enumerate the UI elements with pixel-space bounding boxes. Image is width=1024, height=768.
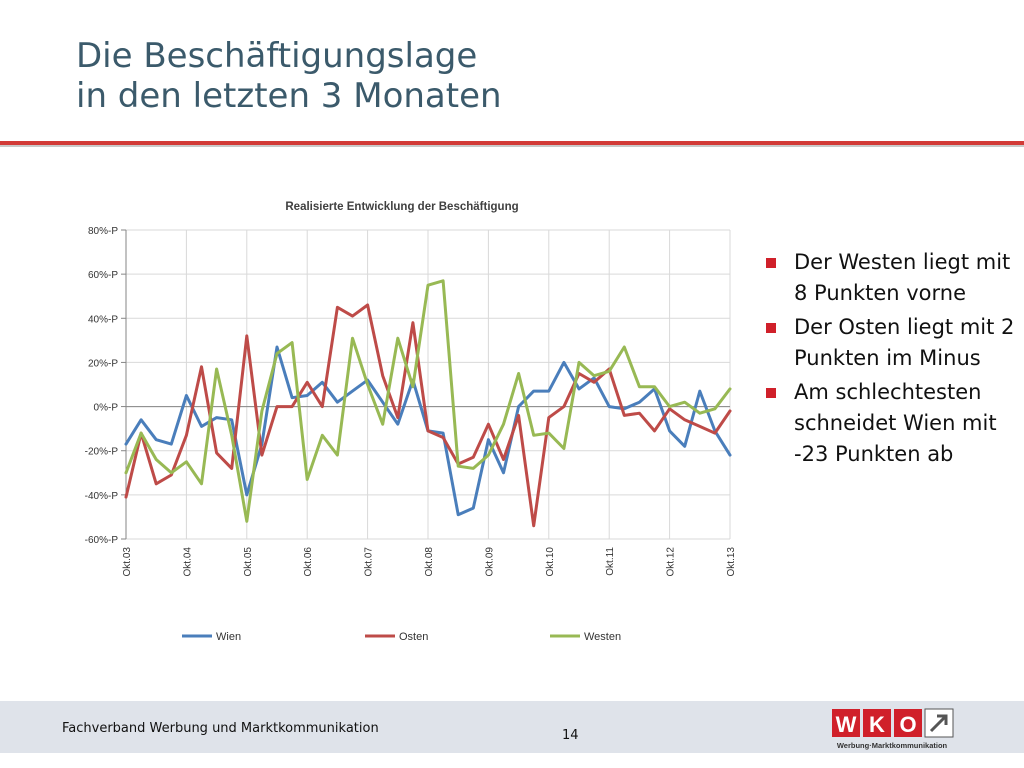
series-line-westen xyxy=(124,279,732,523)
bullet-square-icon xyxy=(766,258,776,268)
y-tick-label: 40%-P xyxy=(88,314,118,325)
legend-label: Osten xyxy=(399,631,428,643)
bullet-list: Der Westen liegt mit 8 Punkten vorne Der… xyxy=(766,247,1016,473)
y-tick-label: -40%-P xyxy=(85,491,119,502)
x-tick-label: Okt.03 xyxy=(122,547,133,577)
y-tick-label: -20%-P xyxy=(85,447,119,458)
logo-letter: O xyxy=(899,712,916,737)
bullet-item: Der Osten liegt mit 2 Punkten im Minus xyxy=(766,312,1016,374)
x-tick-label: Okt.06 xyxy=(303,547,314,577)
x-tick-label: Okt.12 xyxy=(666,547,677,577)
x-tick-label: Okt.04 xyxy=(182,547,193,577)
x-tick-label: Okt.10 xyxy=(545,547,556,577)
bullet-square-icon xyxy=(766,323,776,333)
x-axis-tick-labels: Okt.03 Okt.04 Okt.05 Okt.06 Okt.07 Okt.08 Okt.… xyxy=(122,547,737,577)
x-tick-label: Okt.08 xyxy=(424,547,435,577)
bullet-text: Der Osten liegt mit 2 Punkten im Minus xyxy=(794,315,1015,370)
logo-box-k xyxy=(863,709,891,737)
legend-label: Westen xyxy=(584,631,621,643)
y-tick-label: 80%-P xyxy=(88,226,118,237)
slide-title: Die Beschäftigungslage in den letzten 3 … xyxy=(76,36,502,116)
bullet-item: Der Westen liegt mit 8 Punkten vorne xyxy=(766,247,1016,309)
slide-footer: Fachverband Werbung und Marktkommunikati… xyxy=(0,701,1024,753)
x-tick-label: Okt.07 xyxy=(364,547,375,577)
chart-series-lines xyxy=(124,279,732,528)
wko-logo: W K O Werbung·Marktkommunikation xyxy=(832,708,954,750)
logo-letter: K xyxy=(869,712,885,737)
page-number: 14 xyxy=(562,728,579,743)
logo-box-o xyxy=(894,709,922,737)
x-tick-label: Okt.11 xyxy=(605,547,616,576)
slide-title-line-1: Die Beschäftigungslage xyxy=(76,36,478,76)
x-tick-label: Okt.05 xyxy=(243,547,254,577)
x-tick-label: Okt.13 xyxy=(726,547,737,577)
bullet-square-icon xyxy=(766,388,776,398)
logo-subtitle: Werbung·Marktkommunikation xyxy=(837,741,948,750)
legend-label: Wien xyxy=(216,631,241,643)
arrow-up-right-icon xyxy=(924,708,954,738)
footer-organization: Fachverband Werbung und Marktkommunikati… xyxy=(62,721,379,736)
bullet-text: Am schlechtesten schneidet Wien mit -23 … xyxy=(794,380,997,466)
logo-letter: W xyxy=(836,712,857,737)
chart-legend: Wien Osten Westen xyxy=(182,631,621,643)
chart-title: Realisierte Entwicklung der Beschäftigun… xyxy=(285,201,518,213)
x-tick-label: Okt.09 xyxy=(484,547,495,577)
y-axis-tick-labels: 80%-P 60%-P 40%-P 20%-P 0%-P -20%-P -40%-P -60%… xyxy=(85,226,119,546)
series-line-osten xyxy=(124,303,732,528)
y-tick-label: 20%-P xyxy=(88,358,118,369)
title-divider-red xyxy=(0,141,1024,145)
title-divider-grey xyxy=(0,145,1024,147)
bullet-item: Am schlechtesten schneidet Wien mit -23 … xyxy=(766,377,1016,470)
logo-box-w xyxy=(832,709,860,737)
employment-line-chart: Realisierte Entwicklung der Beschäftigun… xyxy=(85,201,737,643)
y-tick-label: 0%-P xyxy=(94,403,119,414)
slide-title-line-2: in den letzten 3 Monaten xyxy=(76,76,502,116)
bullet-text: Der Westen liegt mit 8 Punkten vorne xyxy=(794,250,1011,305)
y-tick-label: 60%-P xyxy=(88,270,118,281)
y-tick-label: -60%-P xyxy=(85,535,119,546)
